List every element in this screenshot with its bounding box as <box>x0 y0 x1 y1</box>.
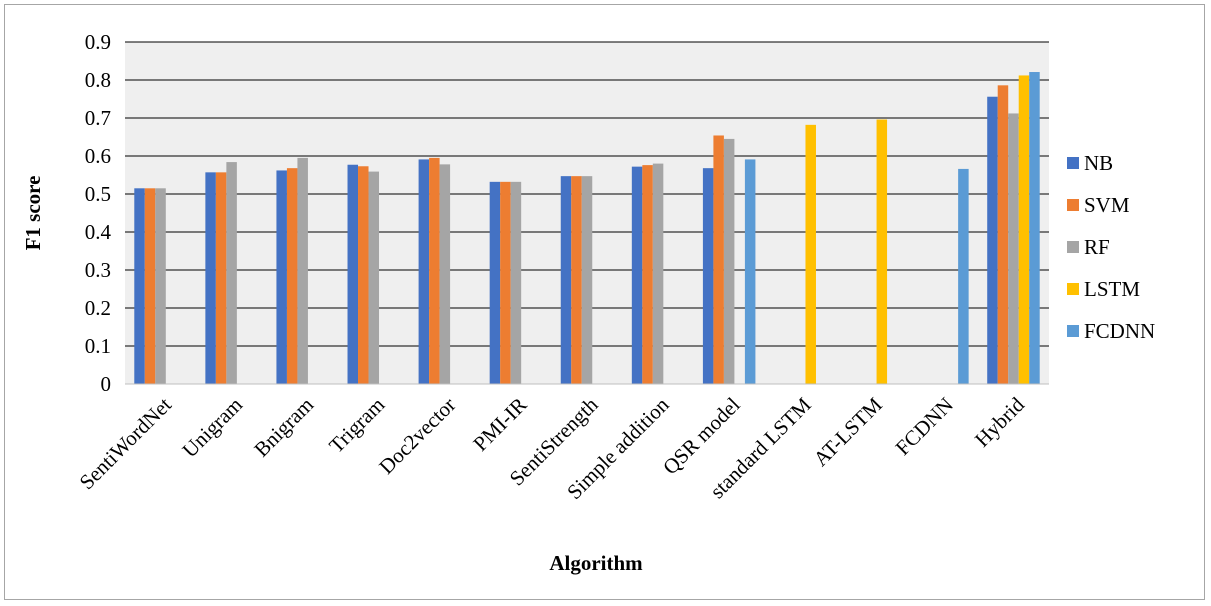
legend-swatch-lstm <box>1067 283 1079 295</box>
bar-svm <box>571 176 582 384</box>
bar-svm <box>144 188 156 384</box>
x-tick-label: PMI-IR <box>468 393 531 456</box>
legend-label-fcdnn: FCDNN <box>1084 319 1155 343</box>
bar-rf <box>723 138 735 384</box>
y-axis-ticks: 0 0.1 0.2 0.3 0.4 0.5 0.6 0.7 0.8 0.9 <box>85 30 112 396</box>
bar-rf <box>652 163 664 384</box>
legend: NB SVM RF LSTM FCDNN <box>1067 151 1155 343</box>
bar-rf <box>439 164 451 384</box>
legend-label-nb: NB <box>1084 151 1113 175</box>
bar-rf <box>297 157 308 384</box>
bar-nb <box>631 166 643 384</box>
bar-rf <box>155 188 166 384</box>
x-tick-label: Bnigram <box>249 393 318 462</box>
bar-svm <box>713 135 724 384</box>
bar-rf <box>226 162 237 384</box>
bar-fcdnn <box>1029 72 1040 385</box>
x-axis-ticks: SentiWordNet Unigram Bnigram TrigramDoc2vec… <box>75 392 1030 504</box>
bar-nb <box>987 96 998 384</box>
bar-rf <box>1008 113 1019 384</box>
x-tick-label: AT-LSTM <box>809 392 888 471</box>
legend-label-svm: SVM <box>1084 193 1130 217</box>
y-tick-label: 0.5 <box>85 182 111 206</box>
bar-rf <box>581 176 593 384</box>
bar-svm <box>997 85 1009 384</box>
bar-svm <box>286 168 298 384</box>
legend-label-rf: RF <box>1084 235 1110 259</box>
y-tick-label: 0.1 <box>85 334 111 358</box>
bar-svm <box>215 172 227 384</box>
bar-nb <box>134 188 145 384</box>
bar-lstm <box>876 119 888 385</box>
y-tick-label: 0.9 <box>85 30 111 54</box>
bar-svm <box>429 157 440 384</box>
bar-svm <box>358 166 369 384</box>
x-axis-title: Algorithm <box>549 551 643 575</box>
bar-nb <box>347 164 359 384</box>
bar-nb <box>205 172 216 384</box>
bar-nb <box>702 168 714 384</box>
x-tick-label: FCDNN <box>891 393 958 460</box>
y-tick-label: 0.6 <box>85 144 111 168</box>
legend-swatch-fcdnn <box>1067 325 1079 337</box>
x-tick-label: Unigram <box>177 393 247 463</box>
x-tick-label: Doc2vector <box>374 393 460 479</box>
legend-swatch-nb <box>1067 157 1079 169</box>
x-tick-label: Trigram <box>324 393 389 458</box>
bar-svm <box>500 181 511 384</box>
y-tick-label: 0 <box>101 372 112 396</box>
bar-lstm <box>805 124 816 384</box>
bars <box>134 72 1040 385</box>
legend-label-lstm: LSTM <box>1084 277 1140 301</box>
y-tick-label: 0.3 <box>85 258 111 282</box>
y-tick-label: 0.7 <box>85 106 111 130</box>
bar-nb <box>489 181 501 384</box>
bar-rf <box>510 181 522 384</box>
x-tick-label: SentiWordNet <box>75 392 177 494</box>
legend-swatch-svm <box>1067 199 1079 211</box>
x-tick-label: Hybrid <box>970 392 1029 451</box>
bar-svm <box>642 165 653 384</box>
bar-lstm <box>1018 75 1030 384</box>
bar-rf <box>368 171 380 384</box>
y-tick-label: 0.2 <box>85 296 111 320</box>
bar-fcdnn <box>958 168 969 384</box>
y-tick-label: 0.4 <box>85 220 112 244</box>
bar-fcdnn <box>744 159 756 384</box>
bar-nb <box>276 170 287 384</box>
legend-swatch-rf <box>1067 241 1079 253</box>
bar-nb <box>418 159 430 384</box>
y-axis-title: F1 score <box>21 176 45 251</box>
y-tick-label: 0.8 <box>85 68 111 92</box>
bar-nb <box>560 176 572 384</box>
